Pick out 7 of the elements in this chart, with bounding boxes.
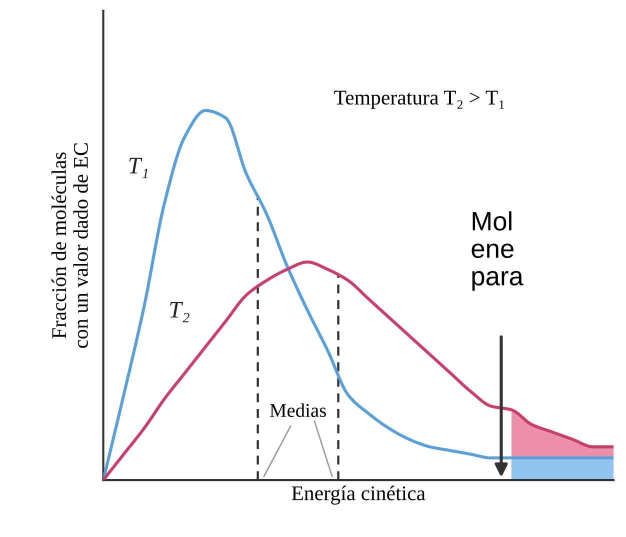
y-axis-title: Fracción de moléculas con un valor dado de EC [51,143,88,348]
x-axis-title: Energía cinética [292,486,426,505]
series-label: T₁ [129,158,148,178]
annotation: Medias [270,403,326,417]
series-label: T₂ [170,302,190,322]
annotation: Mol ene para [472,211,524,291]
text: Temperatura T₂ > T₁ [334,90,504,109]
